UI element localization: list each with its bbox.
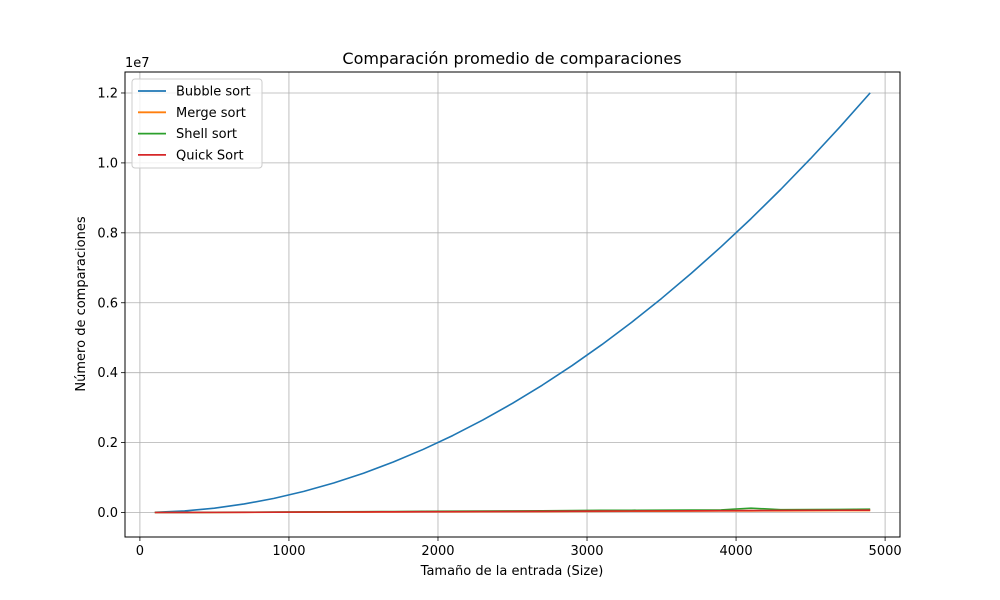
y-tick-label: 0.4 [97,366,118,381]
x-tick-label: 3000 [570,544,603,559]
legend: Bubble sort Merge sort Shell sort Quick Sor… [131,78,263,169]
x-tick-label: 2000 [421,544,454,559]
y-tick-label: 0.0 [97,506,118,521]
y-tick-label: 1.2 [97,86,118,101]
series-lines [154,92,871,514]
chart-title: Comparación promedio de comparaciones [342,49,681,68]
series-line-bubble-sort [154,92,871,514]
y-tick-label: 1.0 [97,156,118,171]
series-line-quick-sort [154,509,871,514]
x-axis-label: Tamaño de la entrada (Size) [420,564,604,579]
legend-box [131,78,263,169]
legend-label-bubble-sort: Bubble sort [176,85,251,100]
y-offset-text: 1e7 [125,56,150,71]
y-axis-label: Número de comparaciones [74,216,89,391]
axis-ticks: 0 1000 2000 3000 4000 5000 0.0 0.2 0.4 0.6 0.8 1.0 1… [97,86,901,559]
plot-frame [124,71,901,538]
y-tick-label: 0.6 [97,296,118,311]
legend-label-merge-sort: Merge sort [176,106,246,121]
legend-label-shell-sort: Shell sort [176,127,237,142]
grid [125,72,900,537]
x-tick-label: 1000 [272,544,305,559]
legend-label-quick-sort: Quick Sort [176,148,244,163]
x-tick-label: 0 [136,544,144,559]
x-tick-label: 5000 [869,544,902,559]
y-tick-label: 0.8 [97,226,118,241]
y-tick-label: 0.2 [97,436,118,451]
x-tick-label: 4000 [720,544,753,559]
